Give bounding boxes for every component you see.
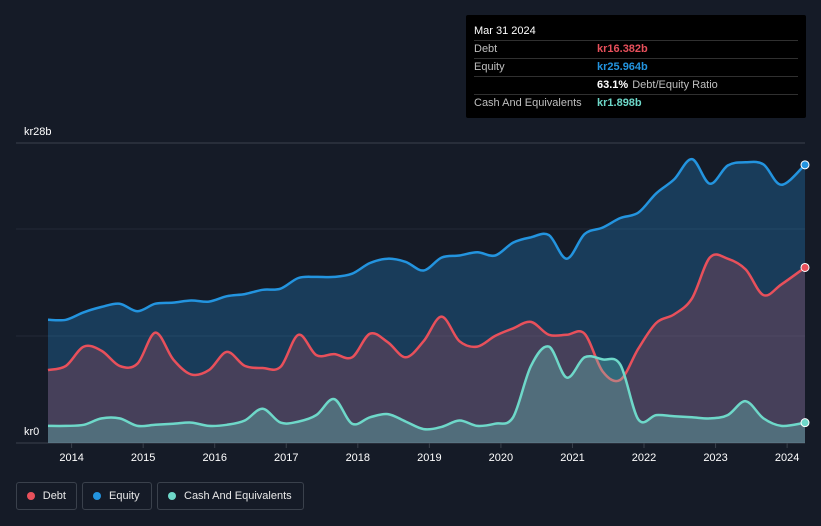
cash-legend-dot-icon: [168, 492, 176, 500]
x-tick-label: 2022: [632, 452, 656, 464]
x-tick-label: 2018: [346, 452, 370, 464]
tooltip-equity-row: Equity kr25.964b: [474, 58, 798, 76]
x-tick-label: 2021: [560, 452, 584, 464]
equity-endpoint-marker[interactable]: [800, 160, 810, 170]
legend-equity[interactable]: Equity: [82, 482, 152, 510]
tooltip-debt-value: kr16.382b: [597, 43, 648, 55]
debt-line: [47, 253, 806, 383]
x-tick-label: 2024: [775, 452, 799, 464]
tooltip-cash-row: Cash And Equivalents kr1.898b: [474, 94, 798, 112]
x-tick-label: 2019: [417, 452, 441, 464]
y-axis-bottom-label: kr0: [24, 426, 39, 438]
equity-legend-dot-icon: [93, 492, 101, 500]
tooltip-cash-label: Cash And Equivalents: [474, 97, 582, 109]
tooltip-equity-value: kr25.964b: [597, 61, 648, 73]
x-tick-label: 2020: [489, 452, 513, 464]
tooltip-debt-label: Debt: [474, 43, 498, 55]
debt-area: [48, 254, 805, 443]
x-tick-label: 2015: [131, 452, 155, 464]
legend-debt-label: Debt: [42, 490, 66, 502]
legend-debt[interactable]: Debt: [16, 482, 77, 510]
y-axis-top-label: kr28b: [24, 126, 52, 138]
x-tick-label: 2014: [59, 452, 83, 464]
x-tick-label: 2017: [274, 452, 298, 464]
equity-line: [47, 157, 806, 322]
tooltip-ratio-row: 63.1% Debt/Equity Ratio: [474, 76, 798, 94]
tooltip-ratio-value: 63.1%: [597, 79, 629, 91]
cash-area: [48, 346, 805, 443]
cash-endpoint-marker[interactable]: [800, 418, 810, 428]
tooltip-cash-value: kr1.898b: [597, 97, 642, 109]
x-tick-label: 2023: [703, 452, 727, 464]
tooltip-debt-row: Debt kr16.382b: [474, 40, 798, 58]
data-tooltip: Mar 31 2024 Debt kr16.382b Equity kr25.9…: [466, 15, 806, 118]
x-tick-label: 2016: [202, 452, 226, 464]
legend-cash-label: Cash And Equivalents: [184, 490, 292, 502]
cash-line: [47, 345, 806, 431]
tooltip-date: Mar 31 2024: [474, 25, 536, 37]
equity-area: [48, 159, 805, 443]
debt-endpoint-marker[interactable]: [800, 262, 810, 272]
tooltip-equity-label: Equity: [474, 61, 505, 73]
tooltip-ratio-label: Debt/Equity Ratio: [632, 79, 718, 91]
legend-cash[interactable]: Cash And Equivalents: [157, 482, 304, 510]
debt-legend-dot-icon: [27, 492, 35, 500]
legend-equity-label: Equity: [109, 490, 140, 502]
